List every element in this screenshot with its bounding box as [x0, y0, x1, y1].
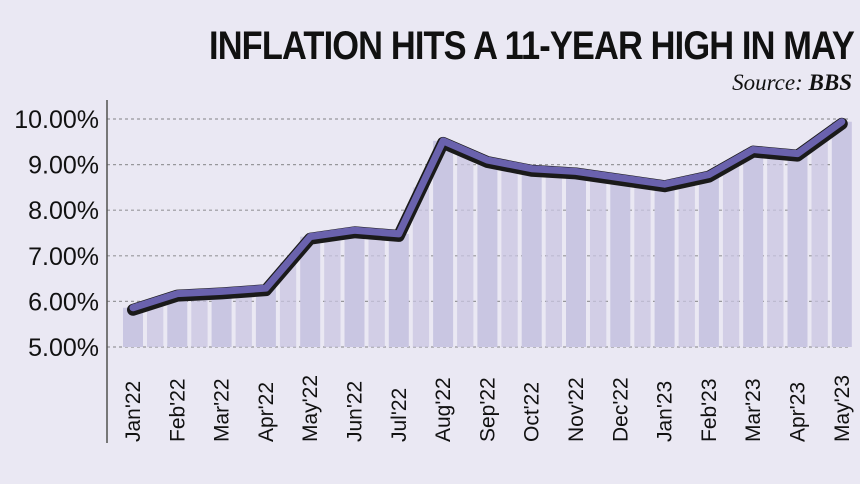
data-bar — [167, 293, 188, 347]
data-bar — [610, 177, 631, 347]
data-bar — [388, 233, 409, 347]
y-tick-label: 5.00% — [28, 334, 99, 362]
x-tick-label: Jan'23 — [654, 381, 677, 442]
source-name: BBS — [808, 70, 852, 95]
data-bar — [477, 160, 498, 347]
data-bar-gap-fill — [457, 150, 474, 347]
data-bar-gap-fill — [147, 300, 164, 347]
data-bar — [566, 171, 586, 347]
x-tick-label: Oct'22 — [521, 382, 544, 442]
data-bar-gap-fill — [235, 289, 252, 347]
data-bar — [521, 168, 542, 347]
x-tick-label: Feb'22 — [166, 378, 189, 442]
x-tick-label: Sep'22 — [476, 377, 499, 442]
x-tick-label: May'23 — [831, 375, 854, 442]
data-bar-gap-fill — [279, 262, 297, 347]
x-tick-label: Aug'22 — [432, 377, 455, 442]
data-bar-gap-fill — [545, 170, 562, 347]
data-bar-gap-fill — [191, 292, 208, 347]
y-tick-label: 9.00% — [28, 152, 99, 180]
data-bar-gap-fill — [368, 232, 385, 347]
x-tick-label: Jun'22 — [344, 381, 367, 442]
y-tick-label: 10.00% — [14, 106, 99, 134]
data-bar-gap-fill — [634, 181, 651, 347]
series-line — [129, 118, 846, 312]
x-tick-label: Apr'23 — [787, 382, 810, 442]
data-bar — [211, 291, 232, 347]
data-bar — [300, 236, 321, 347]
source-prefix: Source: — [732, 70, 809, 95]
data-bar — [654, 184, 675, 347]
data-bar — [831, 121, 852, 348]
x-tick-label: Dec'22 — [609, 377, 632, 442]
y-tick-label: 8.00% — [28, 197, 99, 225]
data-bar — [743, 149, 764, 347]
x-tick-label: Jan'22 — [122, 381, 145, 442]
y-tick-label: 6.00% — [28, 288, 99, 316]
x-tick-label: May'22 — [299, 375, 322, 442]
data-bar — [698, 174, 719, 347]
data-bar-gap-fill — [412, 187, 430, 347]
x-tick-label: Nov'22 — [565, 377, 588, 442]
data-bar-gap-fill — [722, 162, 740, 347]
data-bar — [255, 288, 276, 347]
data-bar — [433, 140, 454, 347]
data-bar-gap-fill — [501, 164, 518, 347]
data-bar — [344, 230, 365, 347]
source-credit: Source: BBS — [732, 70, 852, 96]
x-tick-label: Mar'23 — [742, 378, 765, 442]
data-bar-gap-fill — [811, 137, 828, 347]
x-tick-label: Jul'22 — [388, 388, 411, 442]
data-bar — [787, 153, 808, 347]
data-bar-gap-fill — [590, 174, 607, 347]
chart-title: INFLATION HITS A 11-YEAR HIGH IN MAY — [209, 24, 855, 68]
y-tick-label: 7.00% — [28, 243, 99, 271]
data-bar-gap-fill — [767, 151, 784, 347]
data-bar-gap-fill — [324, 233, 341, 347]
data-bar — [123, 307, 143, 347]
x-tick-label: Feb'23 — [698, 378, 721, 442]
x-tick-label: Mar'22 — [211, 378, 234, 442]
data-bar-gap-fill — [678, 179, 695, 347]
x-tick-label: Apr'22 — [255, 382, 278, 442]
